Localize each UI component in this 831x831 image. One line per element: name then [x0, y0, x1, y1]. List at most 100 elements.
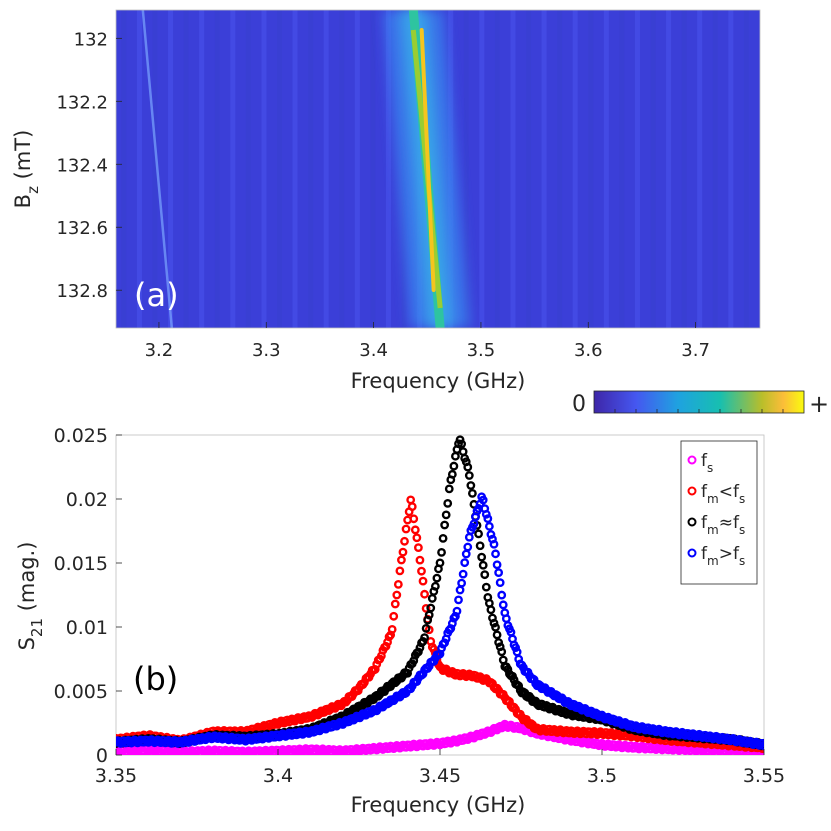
data-point [395, 566, 405, 576]
y-tick-label-a: 132.8 [56, 281, 108, 302]
legend-item: fm<fs [687, 482, 745, 506]
data-point [454, 595, 463, 605]
data-point [440, 520, 450, 530]
x-tick-label-b: 3.5 [587, 765, 617, 787]
data-point [432, 573, 442, 583]
x-tick-label-b: 3.45 [419, 765, 461, 787]
data-point [421, 623, 431, 633]
data-point [491, 549, 500, 559]
data-point [491, 622, 500, 632]
data-point [460, 558, 470, 568]
data-point [444, 484, 454, 494]
data-point [401, 524, 411, 534]
fringe-stripe [292, 10, 298, 328]
data-point [480, 570, 490, 580]
fringe-stripe [308, 10, 314, 328]
panel-label-a: (a) [134, 276, 179, 314]
fringe-stripe [136, 10, 142, 328]
data-point [452, 606, 462, 616]
x-tick-label-a: 3.5 [467, 340, 496, 361]
data-point [475, 541, 485, 551]
data-point [489, 618, 499, 628]
fringe-stripe [121, 10, 127, 328]
fringe-stripe [712, 10, 718, 328]
legend-item: fm>fs [687, 544, 745, 568]
fringe-stripe [323, 10, 329, 328]
legend-marker [687, 486, 697, 496]
fringe-stripe [370, 10, 376, 328]
legend-label: fm>fs [701, 544, 745, 568]
data-point [435, 558, 445, 568]
data-point [420, 633, 429, 643]
data-point [486, 605, 496, 615]
y-axis-title-a: Bz (mT) [11, 130, 42, 209]
fringe-stripe [463, 10, 469, 328]
data-point [437, 547, 446, 557]
fringe-stripe [385, 10, 391, 328]
fringe-stripe [214, 10, 220, 328]
resonance-peak [419, 28, 436, 293]
data-point [463, 542, 473, 552]
x-tick-label-a: 3.7 [681, 340, 710, 361]
fringe-stripe [354, 10, 360, 328]
data-point [418, 576, 428, 586]
x-tick-label-b: 3.4 [263, 765, 293, 787]
data-point [421, 603, 431, 613]
fringe-stripe [510, 10, 516, 328]
fringe-stripe [168, 10, 174, 328]
data-point [387, 624, 397, 634]
data-point [511, 643, 520, 653]
x-axis-title-b: Frequency (GHz) [351, 793, 526, 817]
data-point [481, 582, 491, 592]
legend-marker [687, 517, 697, 527]
fringe-stripe [526, 10, 532, 328]
data-point [758, 738, 764, 748]
data-point [447, 469, 457, 479]
legend-marker [687, 548, 697, 558]
data-point [409, 514, 419, 524]
fringe-stripe [572, 10, 578, 328]
data-point [443, 498, 453, 508]
y-tick-label-a: 132.4 [56, 155, 108, 176]
data-point [389, 611, 399, 621]
data-point [417, 566, 426, 576]
fringe-stripe [697, 10, 703, 328]
x-tick-label-a: 3.2 [145, 340, 174, 361]
data-point [455, 435, 465, 445]
fringe-stripe [479, 10, 485, 328]
fringe-stripe [603, 10, 609, 328]
data-point [393, 579, 403, 589]
legend-marker [687, 455, 697, 465]
data-point [400, 536, 409, 546]
data-point [410, 525, 420, 535]
fringe-stripe [494, 10, 500, 328]
data-point [474, 529, 483, 539]
data-point [392, 590, 402, 600]
y-tick-label-b: 0.015 [54, 553, 108, 575]
fringe-stripe [277, 10, 282, 328]
colorbar-max-label: + [809, 390, 829, 418]
data-point [441, 510, 451, 520]
y-tick-label-a: 132 [74, 29, 108, 50]
data-point [438, 533, 448, 543]
data-point [498, 600, 508, 610]
data-point [478, 560, 488, 570]
heatmap-panel: 3.2 3.3 3.4 3.5 3.6 3.7 132 132.2 132.4 132.6 132.… [11, 9, 761, 393]
x-tick-label-a: 3.6 [574, 340, 603, 361]
fringe-stripe [183, 10, 189, 328]
legend-label: fm≈fs [701, 513, 745, 537]
x-tick-label-b: 3.55 [743, 765, 785, 787]
data-point [457, 578, 466, 588]
data-point [381, 641, 391, 651]
data-point [514, 681, 524, 691]
fringe-stripe [728, 10, 734, 328]
x-tick-label-a: 3.4 [359, 340, 388, 361]
data-point [497, 590, 507, 600]
data-point [407, 502, 417, 512]
fringe-stripe [681, 10, 687, 328]
data-point [420, 589, 429, 599]
data-point [449, 461, 459, 471]
data-point [489, 539, 499, 549]
y-axis-title-b: S21 (mag.) [15, 542, 46, 651]
faint-mode-line [141, 10, 174, 328]
